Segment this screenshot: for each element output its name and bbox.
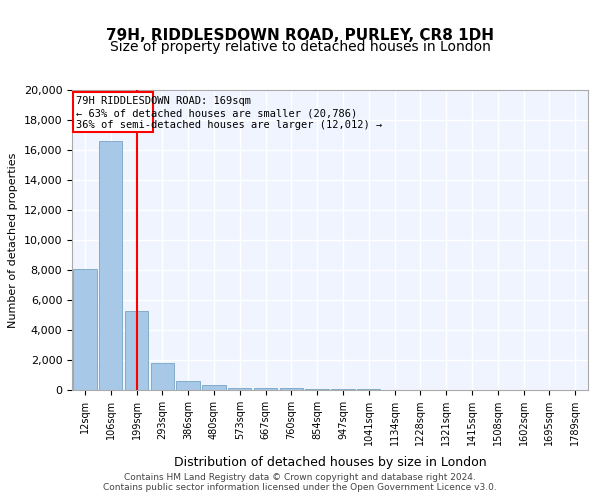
Text: ← 63% of detached houses are smaller (20,786): ← 63% of detached houses are smaller (20…: [76, 108, 357, 118]
Text: 79H, RIDDLESDOWN ROAD, PURLEY, CR8 1DH: 79H, RIDDLESDOWN ROAD, PURLEY, CR8 1DH: [106, 28, 494, 42]
FancyBboxPatch shape: [73, 92, 153, 132]
Bar: [202, 386, 226, 390]
Bar: [228, 388, 251, 390]
Text: 79H RIDDLESDOWN ROAD: 169sqm: 79H RIDDLESDOWN ROAD: 169sqm: [76, 96, 251, 106]
Bar: [73, 269, 97, 390]
Bar: [151, 363, 174, 390]
Bar: [280, 388, 303, 390]
Text: Size of property relative to detached houses in London: Size of property relative to detached ho…: [110, 40, 490, 54]
Bar: [254, 388, 277, 390]
Bar: [125, 310, 148, 390]
Text: Contains HM Land Registry data © Crown copyright and database right 2024.: Contains HM Land Registry data © Crown c…: [124, 472, 476, 482]
Bar: [331, 389, 355, 390]
X-axis label: Distribution of detached houses by size in London: Distribution of detached houses by size …: [173, 456, 487, 469]
Bar: [305, 388, 329, 390]
Text: 36% of semi-detached houses are larger (12,012) →: 36% of semi-detached houses are larger (…: [76, 120, 382, 130]
Text: Contains public sector information licensed under the Open Government Licence v3: Contains public sector information licen…: [103, 482, 497, 492]
Y-axis label: Number of detached properties: Number of detached properties: [8, 152, 18, 328]
Bar: [99, 141, 122, 390]
Bar: [176, 380, 200, 390]
